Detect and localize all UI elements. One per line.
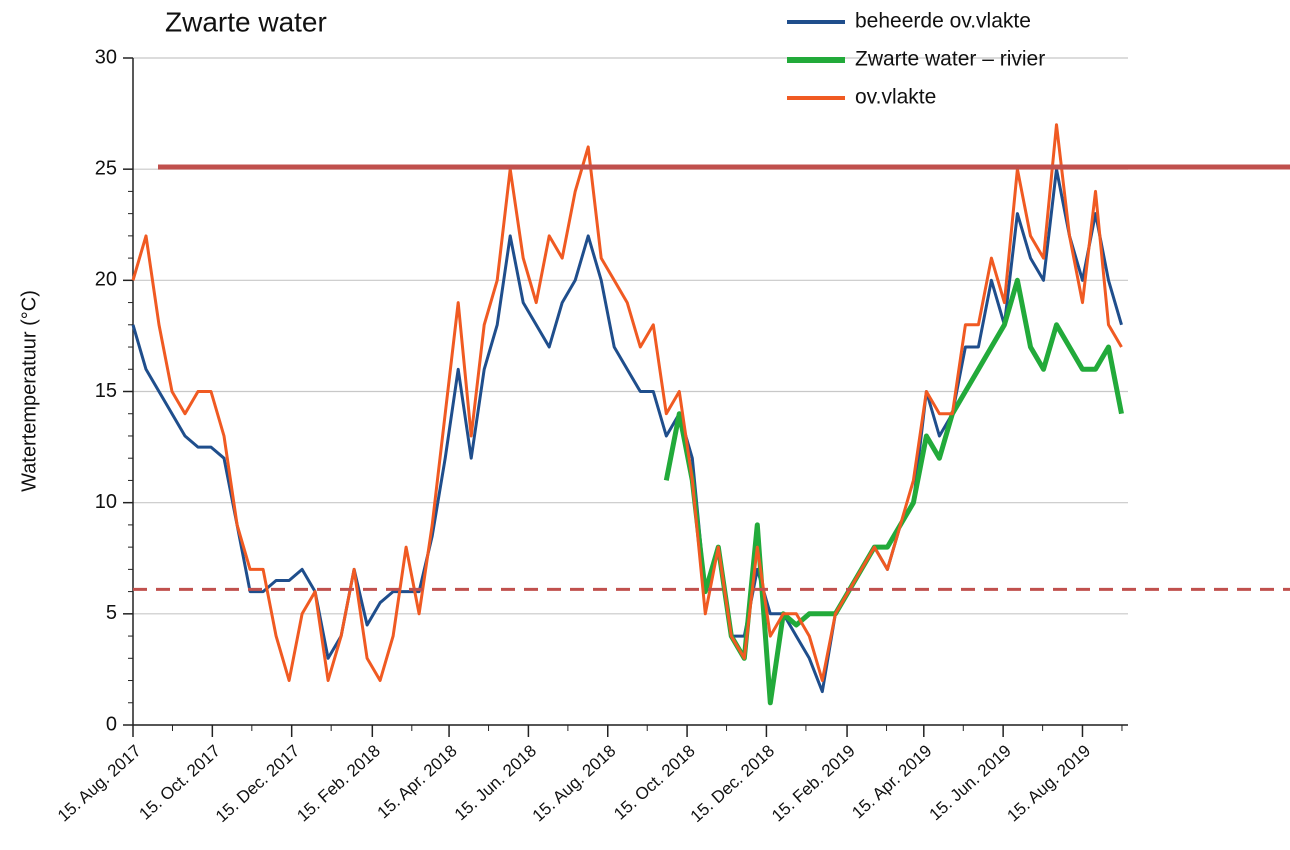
y-tick-label: 25: [95, 157, 117, 179]
x-tick-label: 15. Dec. 2018: [687, 741, 778, 826]
x-tick-label: 15. Aug. 2018: [529, 741, 620, 825]
y-tick-label: 5: [106, 602, 117, 624]
x-tick-label: 15. Jun. 2018: [451, 741, 540, 824]
y-axis-label: Watertemperatuur (°C): [18, 290, 40, 492]
y-tick-label: 30: [95, 46, 117, 68]
x-tick-label: 15. Apr. 2018: [374, 741, 461, 822]
x-tick-label: 15. Aug. 2019: [1003, 741, 1094, 825]
legend-label: beheerde ov.vlakte: [855, 10, 1031, 33]
legend-label: Zwarte water – rivier: [855, 48, 1045, 71]
x-tick-label: 15. Feb. 2019: [768, 741, 859, 825]
chart-title: Zwarte water: [165, 6, 327, 37]
y-tick-label: 15: [95, 380, 117, 402]
x-tick-label: 15. Oct. 2017: [135, 741, 224, 823]
x-tick-label: 15. Apr. 2019: [848, 741, 935, 822]
x-tick-label: 15. Aug. 2017: [54, 741, 145, 825]
y-tick-label: 20: [95, 269, 117, 291]
series-line: [131, 123, 1123, 682]
y-tick-label: 10: [95, 491, 117, 513]
x-tick-label: 15. Jun. 2019: [926, 741, 1015, 824]
y-tick-label: 0: [106, 713, 117, 735]
x-tick-label: 15. Feb. 2018: [293, 741, 384, 825]
legend-label: ov.vlakte: [855, 86, 936, 109]
x-tick-label: 15. Oct. 2018: [610, 741, 699, 823]
x-tick-label: 15. Dec. 2017: [212, 741, 303, 826]
